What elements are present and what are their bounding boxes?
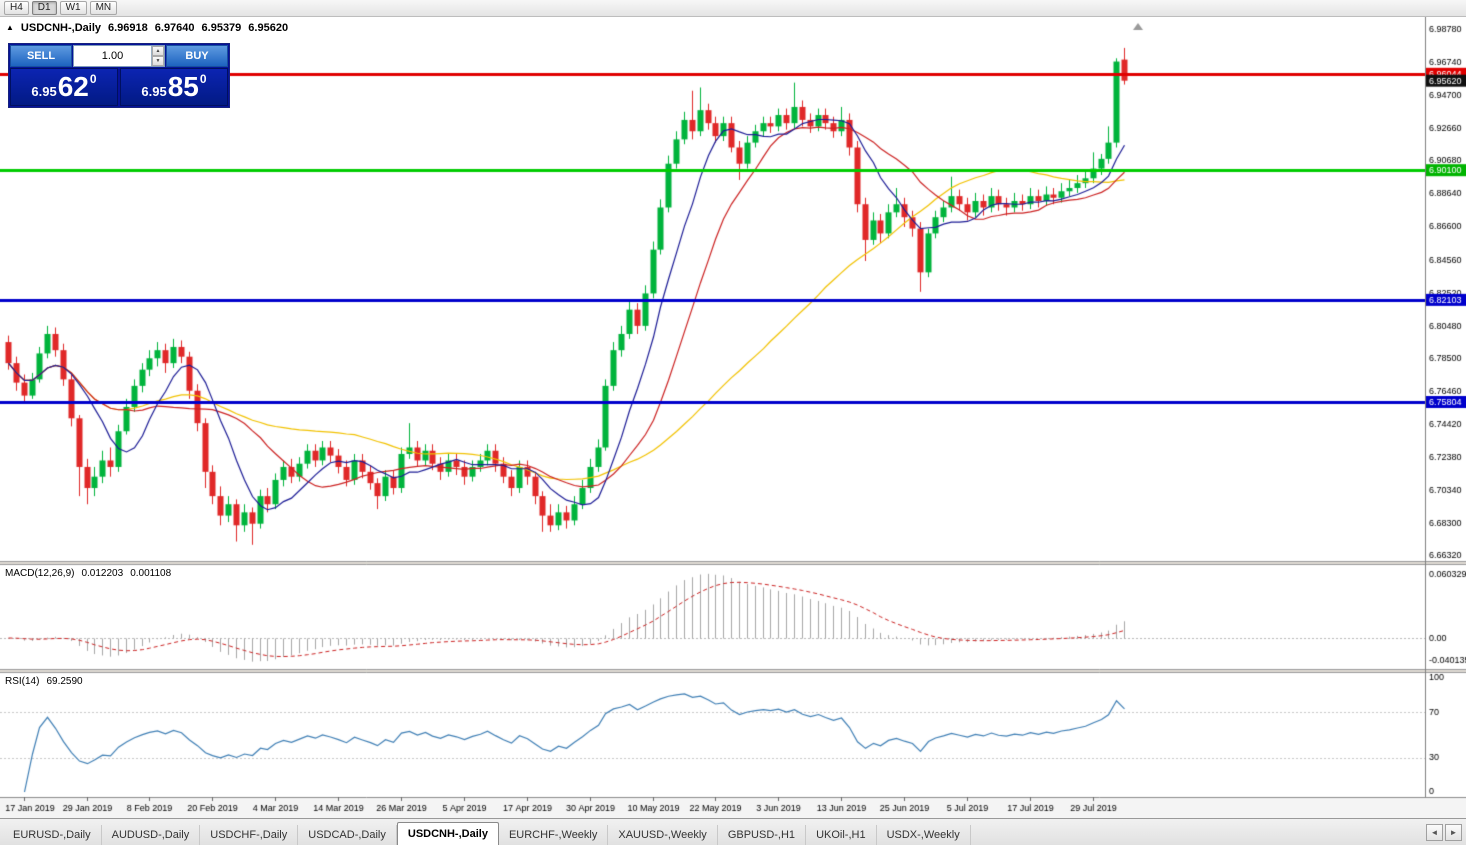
timeframe-toolbar: H4 D1 W1 MN [0,0,1466,17]
macd-indicator-title: MACD(12,26,9) 0.012203 0.001108 [5,568,171,579]
buy-price-sup: 0 [199,72,207,86]
tab-scroll-left-icon[interactable]: ◄ [1426,824,1443,841]
chart-tab-gbpusd-h1[interactable]: GBPUSD-,H1 [718,825,807,845]
sell-price-button[interactable]: 6.95 62 0 [10,68,118,106]
tab-scroll-arrows: ◄ ► [1426,824,1462,841]
macd-value-main: 0.012203 [81,568,124,579]
ohlc-low: 6.95379 [201,22,242,34]
rsi-name: RSI(14) [5,676,40,687]
sell-price-big: 62 [57,71,89,102]
sell-price-small: 6.95 [31,84,57,99]
buy-price-small: 6.95 [141,84,167,99]
chart-tab-usdx-weekly[interactable]: USDX-,Weekly [877,825,971,845]
chart-tab-bar: EURUSD-,Daily AUDUSD-,Daily USDCHF-,Daily U… [0,818,1466,845]
volume-box: 1.00 ▲ ▼ [73,45,165,67]
chart-canvas[interactable] [0,17,1466,818]
volume-spinner: ▲ ▼ [151,46,164,66]
volume-input[interactable]: 1.00 [101,50,124,62]
ohlc-high: 6.97640 [154,22,195,34]
ohlc-header: ▲ USDCNH-,Daily 6.96918 6.97640 6.95379 … [6,22,288,34]
tab-scroll-right-icon[interactable]: ► [1445,824,1462,841]
collapse-ohlc-icon[interactable]: ▲ [6,23,14,32]
rsi-value: 69.2590 [46,676,83,687]
chart-tab-ukoil-h1[interactable]: UKOil-,H1 [806,825,877,845]
timeframe-button-d1[interactable]: D1 [31,1,57,15]
buy-price-big: 85 [167,71,199,102]
timeframe-button-h4[interactable]: H4 [4,1,29,15]
ohlc-open: 6.96918 [108,22,148,34]
sell-button[interactable]: SELL [10,45,72,67]
timeframe-button-mn[interactable]: MN [89,1,118,15]
volume-decrease-button[interactable]: ▼ [152,56,164,66]
chart-tab-usdcad-daily[interactable]: USDCAD-,Daily [298,825,397,845]
chart-tab-usdcnh-daily[interactable]: USDCNH-,Daily [396,822,499,845]
buy-button[interactable]: BUY [166,45,228,67]
macd-name: MACD(12,26,9) [5,568,75,579]
chart-tab-eurusd-daily[interactable]: EURUSD-,Daily [3,825,102,845]
one-click-trading-panel: SELL 1.00 ▲ ▼ BUY 6.95 62 0 6.95 85 0 [8,43,230,108]
timeframe-button-w1[interactable]: W1 [59,1,87,15]
ohlc-close: 6.95620 [248,22,289,34]
chart-tab-audusd-daily[interactable]: AUDUSD-,Daily [102,825,201,845]
symbol-title: USDCNH-,Daily [20,22,101,34]
rsi-indicator-title: RSI(14) 69.2590 [5,676,83,687]
sell-price-sup: 0 [89,72,97,86]
chart-tab-usdchf-daily[interactable]: USDCHF-,Daily [200,825,299,845]
chart-area: ▲ USDCNH-,Daily 6.96918 6.97640 6.95379 … [0,17,1466,818]
buy-price-button[interactable]: 6.95 85 0 [120,68,228,106]
volume-increase-button[interactable]: ▲ [152,46,164,56]
macd-value-signal: 0.001108 [130,568,172,579]
chart-tab-eurchf-weekly[interactable]: EURCHF-,Weekly [499,825,609,845]
chart-tab-xauusd-weekly[interactable]: XAUUSD-,Weekly [608,825,718,845]
